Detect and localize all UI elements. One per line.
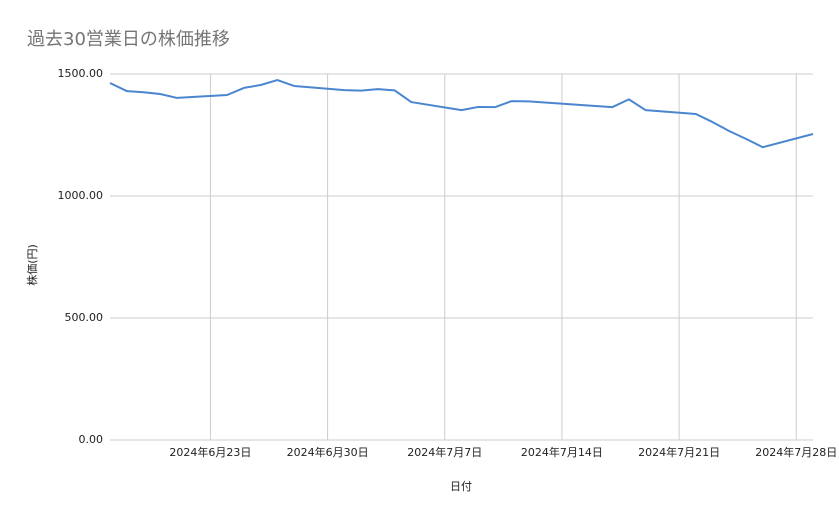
x-axis-label: 日付: [450, 480, 472, 493]
y-tick-label: 1500.00: [58, 67, 104, 80]
chart-title: 過去30営業日の株価推移: [27, 29, 230, 50]
y-axis-label: 株価(円): [25, 244, 39, 286]
y-tick-label: 500.00: [65, 311, 104, 324]
y-tick-label: 1000.00: [58, 189, 104, 202]
x-tick-label: 2024年6月30日: [287, 445, 369, 459]
x-tick-label: 2024年7月28日: [755, 445, 837, 459]
x-tick-label: 2024年6月23日: [169, 445, 251, 459]
x-tick-label: 2024年7月14日: [521, 445, 603, 459]
data-line: [109, 79, 814, 149]
x-tick-label: 2024年7月7日: [407, 445, 482, 459]
x-tick-label: 2024年7月21日: [638, 445, 720, 459]
y-tick-label: 0.00: [79, 433, 104, 446]
